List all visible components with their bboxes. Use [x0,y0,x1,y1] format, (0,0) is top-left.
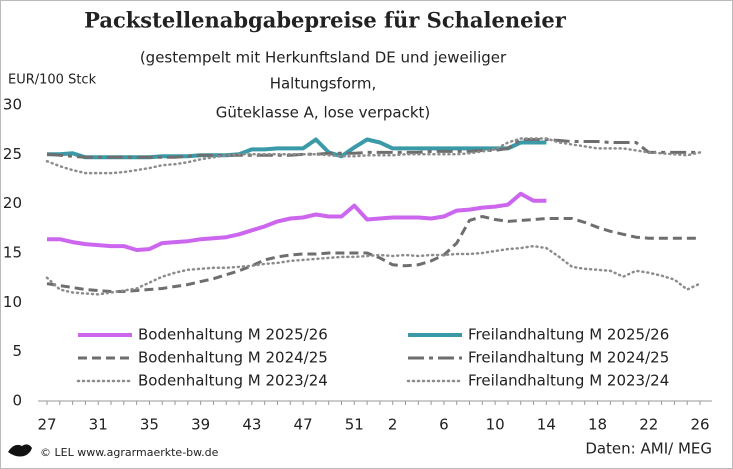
y-tick-label: 25 [3,145,22,163]
y-axis-label: EUR/100 Stck [8,73,97,88]
x-tick-label: 22 [639,416,658,434]
subtitle: (gestempelt mit Herkunftsland DE und jew… [140,49,507,67]
legend-label: Bodenhaltung M 2025/26 [138,326,328,344]
chart-title: Packstellenabgabepreise für Schaleneier [84,8,567,33]
x-tick-label: 6 [439,416,449,434]
x-tick-label: 27 [37,416,56,434]
legend-label: Freilandhaltung M 2025/26 [468,326,669,344]
source: Daten: AMI/ MEG [585,440,712,458]
y-tick-label: 10 [3,293,22,311]
y-tick-label: 5 [12,342,22,360]
series-line [46,138,700,159]
logo [8,444,32,457]
y-tick-label: 30 [3,96,22,114]
legend-label: Freilandhaltung M 2023/24 [468,372,669,390]
x-tick-label: 51 [345,416,364,434]
subtitle: Haltungsform, [270,75,377,93]
x-tick-label: 43 [242,416,261,434]
x-tick-label: 39 [191,416,210,434]
y-tick-label: 15 [3,244,22,262]
x-tick-label: 26 [690,416,709,434]
x-tick-label: 10 [486,416,505,434]
legend-label: Bodenhaltung M 2023/24 [138,372,328,390]
series-line [46,215,700,293]
x-tick-label: 47 [294,416,313,434]
x-tick-label: 2 [388,416,398,434]
x-tick-label: 14 [537,416,556,434]
legend-label: Freilandhaltung M 2024/25 [468,349,669,367]
y-tick-label: 0 [12,392,22,410]
subtitle: Güteklasse A, lose verpackt) [216,104,431,122]
footer: © LEL www.agrarmaerkte-bw.de [40,446,219,459]
x-tick-label: 18 [588,416,607,434]
y-tick-label: 20 [3,194,22,212]
x-tick-label: 35 [140,416,159,434]
legend-label: Bodenhaltung M 2024/25 [138,349,328,367]
series-line [45,244,702,296]
x-tick-label: 31 [89,416,108,434]
series-line [45,137,702,175]
series-line [47,191,547,252]
